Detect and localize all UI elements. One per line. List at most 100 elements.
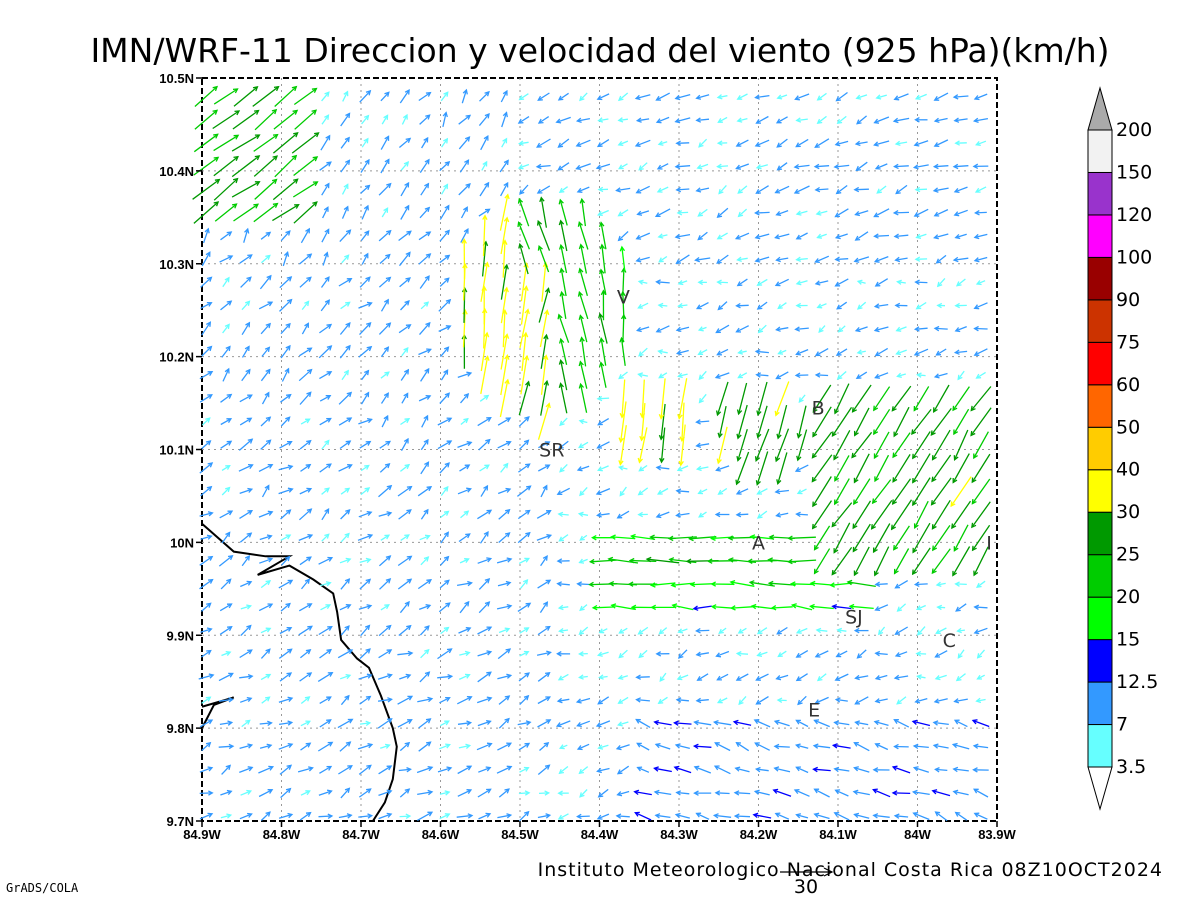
wind-vector — [340, 787, 351, 799]
wind-vector — [575, 139, 591, 147]
wind-vector — [280, 322, 291, 335]
wind-vector — [915, 233, 927, 239]
wind-vector — [437, 417, 453, 426]
wind-vector — [833, 811, 850, 821]
wind-vector — [697, 279, 707, 286]
wind-vector — [273, 109, 299, 130]
wind-vector — [896, 696, 907, 705]
wind-vector — [795, 650, 809, 658]
wind-vector — [300, 578, 311, 590]
wind-vector — [576, 743, 590, 751]
wind-vector — [933, 233, 949, 240]
wind-vector — [835, 650, 848, 658]
wind-vector — [557, 604, 569, 611]
wind-vector — [294, 109, 318, 130]
colorbar-label: 15 — [1116, 629, 1140, 651]
wind-vector — [597, 418, 610, 426]
wind-vector — [873, 408, 891, 436]
wind-vector — [498, 717, 510, 729]
wind-vector — [954, 325, 967, 333]
wind-vector — [698, 138, 708, 148]
wind-vector — [973, 627, 988, 635]
wind-vectors — [192, 85, 992, 822]
wind-vector — [558, 765, 569, 775]
wind-vector — [628, 557, 657, 564]
wind-vector — [439, 696, 451, 704]
wind-vector — [891, 765, 911, 774]
wind-vector — [339, 440, 352, 450]
wind-vector — [221, 531, 231, 544]
wind-vector — [753, 719, 771, 728]
wind-vector — [418, 253, 432, 265]
wind-vector — [975, 697, 986, 704]
wind-vector — [477, 416, 492, 427]
wind-vector — [588, 558, 617, 565]
wind-vector — [340, 578, 351, 590]
colorbar-label: 100 — [1116, 246, 1152, 268]
wind-vector — [518, 557, 531, 564]
wind-vector — [848, 603, 874, 610]
wind-vector — [399, 277, 411, 288]
wind-vector — [618, 401, 627, 444]
wind-vector — [419, 158, 430, 173]
wind-vector — [972, 163, 989, 169]
wind-vector — [695, 651, 710, 657]
wind-vector — [796, 488, 807, 495]
wind-vector — [478, 112, 490, 127]
wind-vector — [518, 93, 529, 101]
wind-vector — [852, 523, 871, 553]
wind-vector — [539, 601, 549, 613]
wind-vector — [578, 418, 588, 425]
wind-vector — [278, 579, 294, 589]
wind-vector — [932, 163, 949, 170]
wind-vector — [442, 111, 448, 128]
wind-vector — [695, 94, 710, 100]
wind-vector — [735, 673, 749, 681]
wind-vector — [291, 132, 320, 154]
wind-vector — [914, 697, 928, 704]
wind-vector — [716, 232, 728, 240]
wind-vector — [734, 766, 750, 773]
wind-vector — [194, 85, 219, 107]
wind-vector — [537, 813, 552, 819]
wind-vector — [361, 252, 369, 265]
wind-vector — [536, 510, 552, 519]
wind-vector — [319, 323, 333, 334]
wind-vector — [619, 486, 627, 497]
wind-vector — [834, 478, 850, 506]
colorbar-label: 12.5 — [1116, 671, 1158, 693]
wind-vector — [460, 206, 468, 219]
wind-vector — [633, 789, 652, 796]
wind-vector — [459, 159, 470, 173]
wind-vector — [677, 649, 688, 659]
x-tick-label: 84.3W — [660, 827, 698, 842]
wind-vector — [254, 178, 278, 200]
wind-vector — [913, 326, 928, 332]
y-tick-label: 10.4N — [159, 164, 194, 179]
wind-vector — [339, 673, 352, 680]
wind-vector — [259, 557, 274, 564]
wind-vector — [576, 465, 590, 472]
wind-vector — [537, 464, 551, 472]
wind-vector — [260, 627, 272, 634]
wind-vector — [890, 499, 913, 531]
wind-vector — [913, 140, 929, 147]
wind-vector — [439, 229, 450, 242]
wind-vector — [795, 673, 808, 682]
wind-vector — [873, 140, 890, 147]
wind-vector — [459, 650, 471, 657]
wind-vector — [438, 602, 451, 613]
wind-vector — [239, 696, 253, 703]
wind-vector — [710, 581, 734, 587]
wind-vector — [477, 509, 493, 520]
wind-vector — [755, 451, 769, 486]
wind-vector — [440, 485, 449, 496]
colorbar-swatch — [1087, 384, 1113, 428]
wind-vector — [816, 115, 827, 125]
wind-vector — [773, 743, 790, 750]
wind-vector — [657, 233, 668, 239]
wind-vector — [200, 534, 213, 540]
x-tick-label: 84.7W — [342, 827, 380, 842]
wind-vector — [794, 326, 809, 332]
wind-vector — [577, 221, 589, 250]
